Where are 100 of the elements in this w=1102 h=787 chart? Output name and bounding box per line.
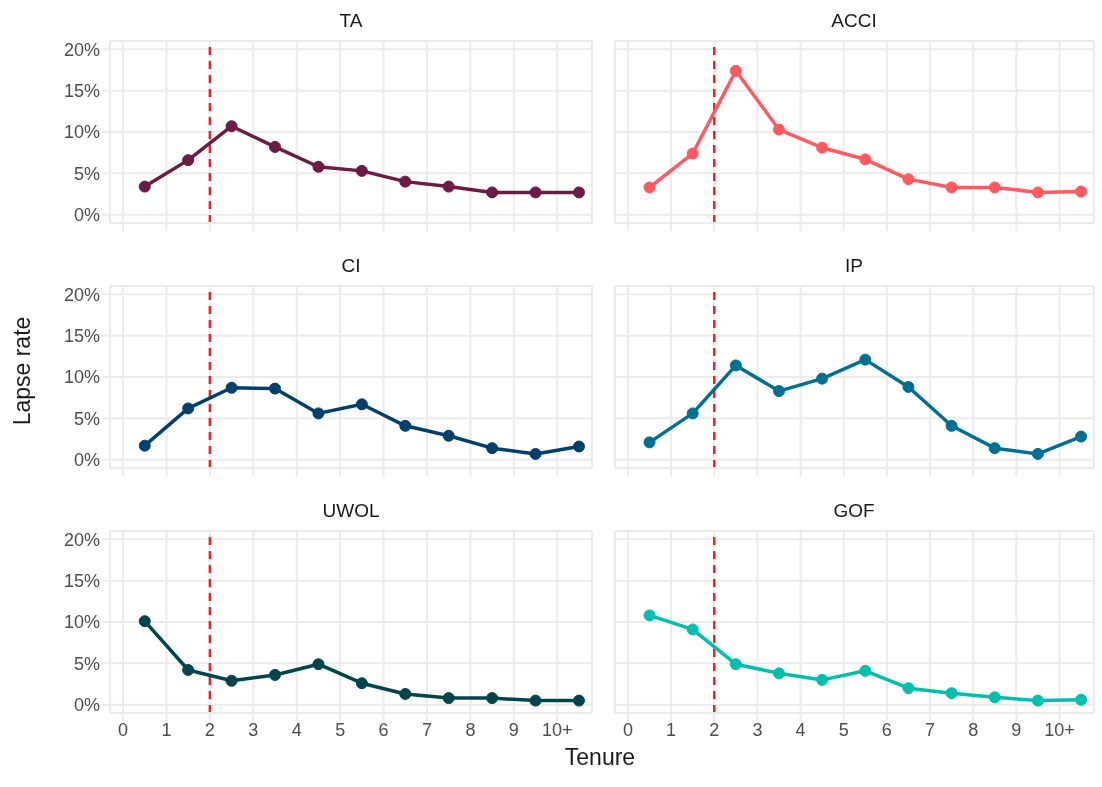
point bbox=[269, 140, 282, 153]
point bbox=[572, 440, 585, 453]
point bbox=[486, 442, 499, 455]
x-tick-label: 9 bbox=[1011, 719, 1022, 740]
point bbox=[1031, 186, 1044, 199]
point bbox=[355, 164, 368, 177]
point bbox=[643, 436, 656, 449]
x-tick-label: 1 bbox=[161, 719, 172, 740]
point bbox=[355, 398, 368, 411]
x-tick-label: 1 bbox=[666, 719, 677, 740]
point bbox=[138, 439, 151, 452]
y-tick-label: 10% bbox=[63, 612, 100, 633]
y-tick-label: 10% bbox=[63, 122, 100, 143]
x-tick-label: 0 bbox=[118, 719, 129, 740]
point bbox=[399, 419, 412, 432]
point bbox=[529, 694, 542, 707]
point bbox=[355, 677, 368, 690]
x-tick-label: 10+ bbox=[1044, 719, 1075, 740]
chart-title: CI bbox=[340, 255, 362, 277]
point bbox=[529, 447, 542, 460]
y-tick-label: 20% bbox=[63, 529, 100, 550]
x-tick-label: 7 bbox=[925, 719, 936, 740]
point bbox=[816, 673, 829, 686]
x-tick-label: 0 bbox=[622, 719, 633, 740]
y-tick-label: 5% bbox=[73, 653, 100, 674]
point bbox=[312, 160, 325, 173]
point bbox=[988, 442, 1001, 455]
point bbox=[529, 186, 542, 199]
point bbox=[442, 692, 455, 705]
y-tick-label: 0% bbox=[73, 695, 100, 716]
point bbox=[572, 186, 585, 199]
point bbox=[1031, 694, 1044, 707]
x-tick-label: 10+ bbox=[541, 719, 573, 740]
point bbox=[269, 668, 282, 681]
point bbox=[643, 181, 656, 194]
point bbox=[945, 181, 958, 194]
point bbox=[182, 154, 195, 167]
x-tick-label: 3 bbox=[248, 719, 259, 740]
point bbox=[1075, 185, 1088, 198]
point bbox=[225, 381, 238, 394]
point bbox=[182, 663, 195, 676]
point bbox=[729, 64, 742, 77]
y-tick-label: 5% bbox=[73, 163, 100, 184]
point bbox=[572, 694, 585, 707]
point bbox=[269, 382, 282, 395]
point bbox=[138, 615, 151, 628]
point bbox=[312, 658, 325, 671]
point bbox=[816, 372, 829, 385]
point bbox=[1075, 430, 1088, 443]
point bbox=[729, 359, 742, 372]
point bbox=[225, 120, 238, 133]
point bbox=[1031, 447, 1044, 460]
chart-title: IP bbox=[844, 255, 864, 277]
chart-title: UWOL bbox=[321, 500, 381, 522]
point bbox=[945, 687, 958, 700]
point bbox=[902, 682, 915, 695]
x-tick-label: 4 bbox=[291, 719, 302, 740]
x-tick-label: 7 bbox=[421, 719, 432, 740]
y-tick-label: 0% bbox=[73, 205, 100, 226]
point bbox=[643, 609, 656, 622]
point bbox=[859, 353, 872, 366]
point bbox=[686, 407, 699, 420]
x-tick-label: 6 bbox=[881, 719, 892, 740]
point bbox=[772, 123, 785, 136]
point bbox=[138, 180, 151, 193]
point bbox=[442, 180, 455, 193]
point bbox=[859, 664, 872, 677]
y-axis-title: Lapse rate bbox=[8, 316, 36, 426]
point bbox=[399, 175, 412, 188]
x-tick-label: 3 bbox=[752, 719, 763, 740]
y-tick-label: 15% bbox=[63, 326, 100, 347]
x-tick-label: 5 bbox=[335, 719, 346, 740]
point bbox=[859, 153, 872, 166]
point bbox=[902, 173, 915, 186]
point bbox=[988, 691, 1001, 704]
point bbox=[486, 692, 499, 705]
x-tick-label: 6 bbox=[378, 719, 389, 740]
point bbox=[1075, 693, 1088, 706]
x-tick-label: 4 bbox=[795, 719, 806, 740]
chart-title: TA bbox=[338, 10, 364, 32]
point bbox=[486, 186, 499, 199]
x-tick-label: 9 bbox=[508, 719, 519, 740]
x-tick-label: 8 bbox=[968, 719, 979, 740]
point bbox=[988, 181, 1001, 194]
y-tick-label: 20% bbox=[63, 284, 100, 305]
point bbox=[182, 402, 195, 415]
point bbox=[772, 385, 785, 398]
chart-title: ACCI bbox=[830, 10, 878, 32]
point bbox=[225, 674, 238, 687]
x-tick-label: 5 bbox=[838, 719, 849, 740]
x-tick-label: 2 bbox=[709, 719, 720, 740]
x-tick-label: 2 bbox=[204, 719, 215, 740]
point bbox=[312, 407, 325, 420]
point bbox=[945, 419, 958, 432]
point bbox=[772, 667, 785, 680]
point bbox=[399, 687, 412, 700]
point bbox=[686, 147, 699, 160]
point bbox=[442, 429, 455, 442]
y-tick-label: 10% bbox=[63, 367, 100, 388]
y-tick-label: 0% bbox=[73, 450, 100, 471]
